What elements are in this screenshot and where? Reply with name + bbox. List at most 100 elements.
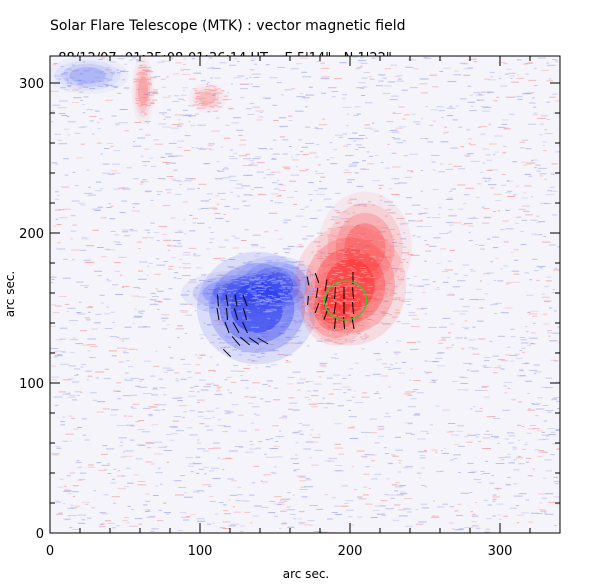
noise-dash: [316, 61, 322, 62]
noise-dash: [351, 396, 355, 398]
noise-dash: [309, 457, 312, 459]
noise-dash: [299, 170, 308, 172]
noise-dash: [217, 457, 221, 459]
noise-dash: [521, 425, 525, 427]
noise-dash: [500, 360, 508, 362]
noise-dash: [383, 447, 387, 449]
noise-dash: [489, 187, 495, 189]
noise-dash: [449, 106, 453, 108]
noise-dash: [435, 357, 443, 359]
noise-dash: [490, 76, 494, 78]
noise-dash: [250, 422, 255, 424]
noise-dash: [424, 486, 428, 488]
noise-dash: [253, 505, 262, 507]
positive-speckle: [334, 288, 338, 290]
noise-dash: [280, 510, 287, 512]
noise-dash: [63, 485, 67, 487]
positive-speckle: [330, 314, 337, 316]
noise-dash: [554, 397, 559, 399]
noise-dash: [181, 74, 191, 75]
noise-dash: [252, 482, 255, 484]
noise-dash: [248, 164, 253, 166]
noise-dash: [371, 122, 375, 124]
positive-speckle: [150, 101, 155, 103]
positive-speckle: [378, 239, 384, 241]
negative-speckle: [113, 86, 118, 88]
noise-dash: [185, 457, 193, 459]
noise-dash: [299, 57, 309, 59]
noise-dash: [177, 230, 183, 232]
noise-dash: [63, 518, 71, 520]
positive-speckle: [352, 270, 357, 272]
positive-speckle: [387, 265, 394, 267]
noise-dash: [141, 431, 151, 433]
noise-dash: [121, 287, 124, 288]
noise-dash: [302, 424, 311, 426]
noise-dash: [127, 415, 133, 417]
noise-dash: [390, 64, 397, 66]
negative-speckle: [278, 276, 281, 278]
positive-speckle: [329, 292, 336, 294]
noise-dash: [207, 81, 210, 83]
noise-dash: [82, 344, 90, 346]
noise-dash: [441, 450, 443, 452]
positive-speckle: [345, 218, 353, 220]
noise-dash: [121, 475, 125, 477]
noise-dash: [232, 247, 239, 249]
noise-dash: [106, 67, 111, 69]
negative-speckle: [228, 329, 232, 331]
x-tick-label: 200: [338, 544, 363, 559]
noise-dash: [188, 121, 191, 122]
noise-dash: [341, 505, 349, 507]
noise-dash: [263, 177, 266, 179]
noise-dash: [503, 127, 509, 129]
noise-dash: [364, 240, 373, 242]
noise-dash: [52, 104, 60, 106]
positive-speckle: [192, 104, 200, 106]
noise-dash: [539, 502, 543, 504]
noise-dash: [113, 188, 121, 190]
noise-dash: [397, 78, 402, 80]
noise-dash: [51, 282, 54, 284]
noise-dash: [227, 107, 235, 109]
noise-dash: [111, 496, 121, 498]
noise-dash: [155, 350, 158, 352]
noise-dash: [372, 269, 378, 271]
noise-dash: [408, 314, 417, 316]
noise-dash: [184, 114, 192, 116]
positive-speckle: [371, 320, 375, 321]
noise-dash: [464, 337, 467, 339]
noise-dash: [213, 257, 221, 259]
noise-dash: [364, 311, 373, 313]
noise-dash: [145, 442, 154, 444]
noise-dash: [148, 515, 156, 517]
noise-dash: [550, 359, 556, 361]
noise-dash: [410, 87, 418, 89]
positive-speckle: [142, 90, 148, 92]
noise-dash: [517, 98, 523, 100]
noise-dash: [436, 262, 441, 264]
noise-dash: [135, 385, 140, 387]
noise-dash: [364, 124, 370, 126]
noise-dash: [183, 233, 187, 235]
noise-dash: [116, 382, 121, 384]
noise-dash: [278, 290, 287, 291]
noise-dash: [420, 190, 423, 192]
noise-dash: [273, 188, 280, 190]
positive-speckle: [144, 95, 149, 97]
positive-speckle: [373, 258, 377, 260]
noise-dash: [333, 148, 338, 150]
noise-dash: [378, 428, 385, 430]
noise-dash: [535, 164, 541, 166]
noise-dash: [196, 520, 206, 522]
noise-dash: [515, 505, 520, 507]
positive-speckle: [381, 270, 388, 272]
noise-dash: [438, 207, 442, 209]
positive-speckle: [328, 241, 335, 243]
noise-dash: [494, 437, 499, 439]
noise-dash: [474, 389, 483, 391]
negative-speckle: [251, 302, 256, 304]
negative-speckle: [271, 282, 277, 284]
noise-dash: [423, 57, 429, 59]
noise-dash: [342, 98, 346, 99]
